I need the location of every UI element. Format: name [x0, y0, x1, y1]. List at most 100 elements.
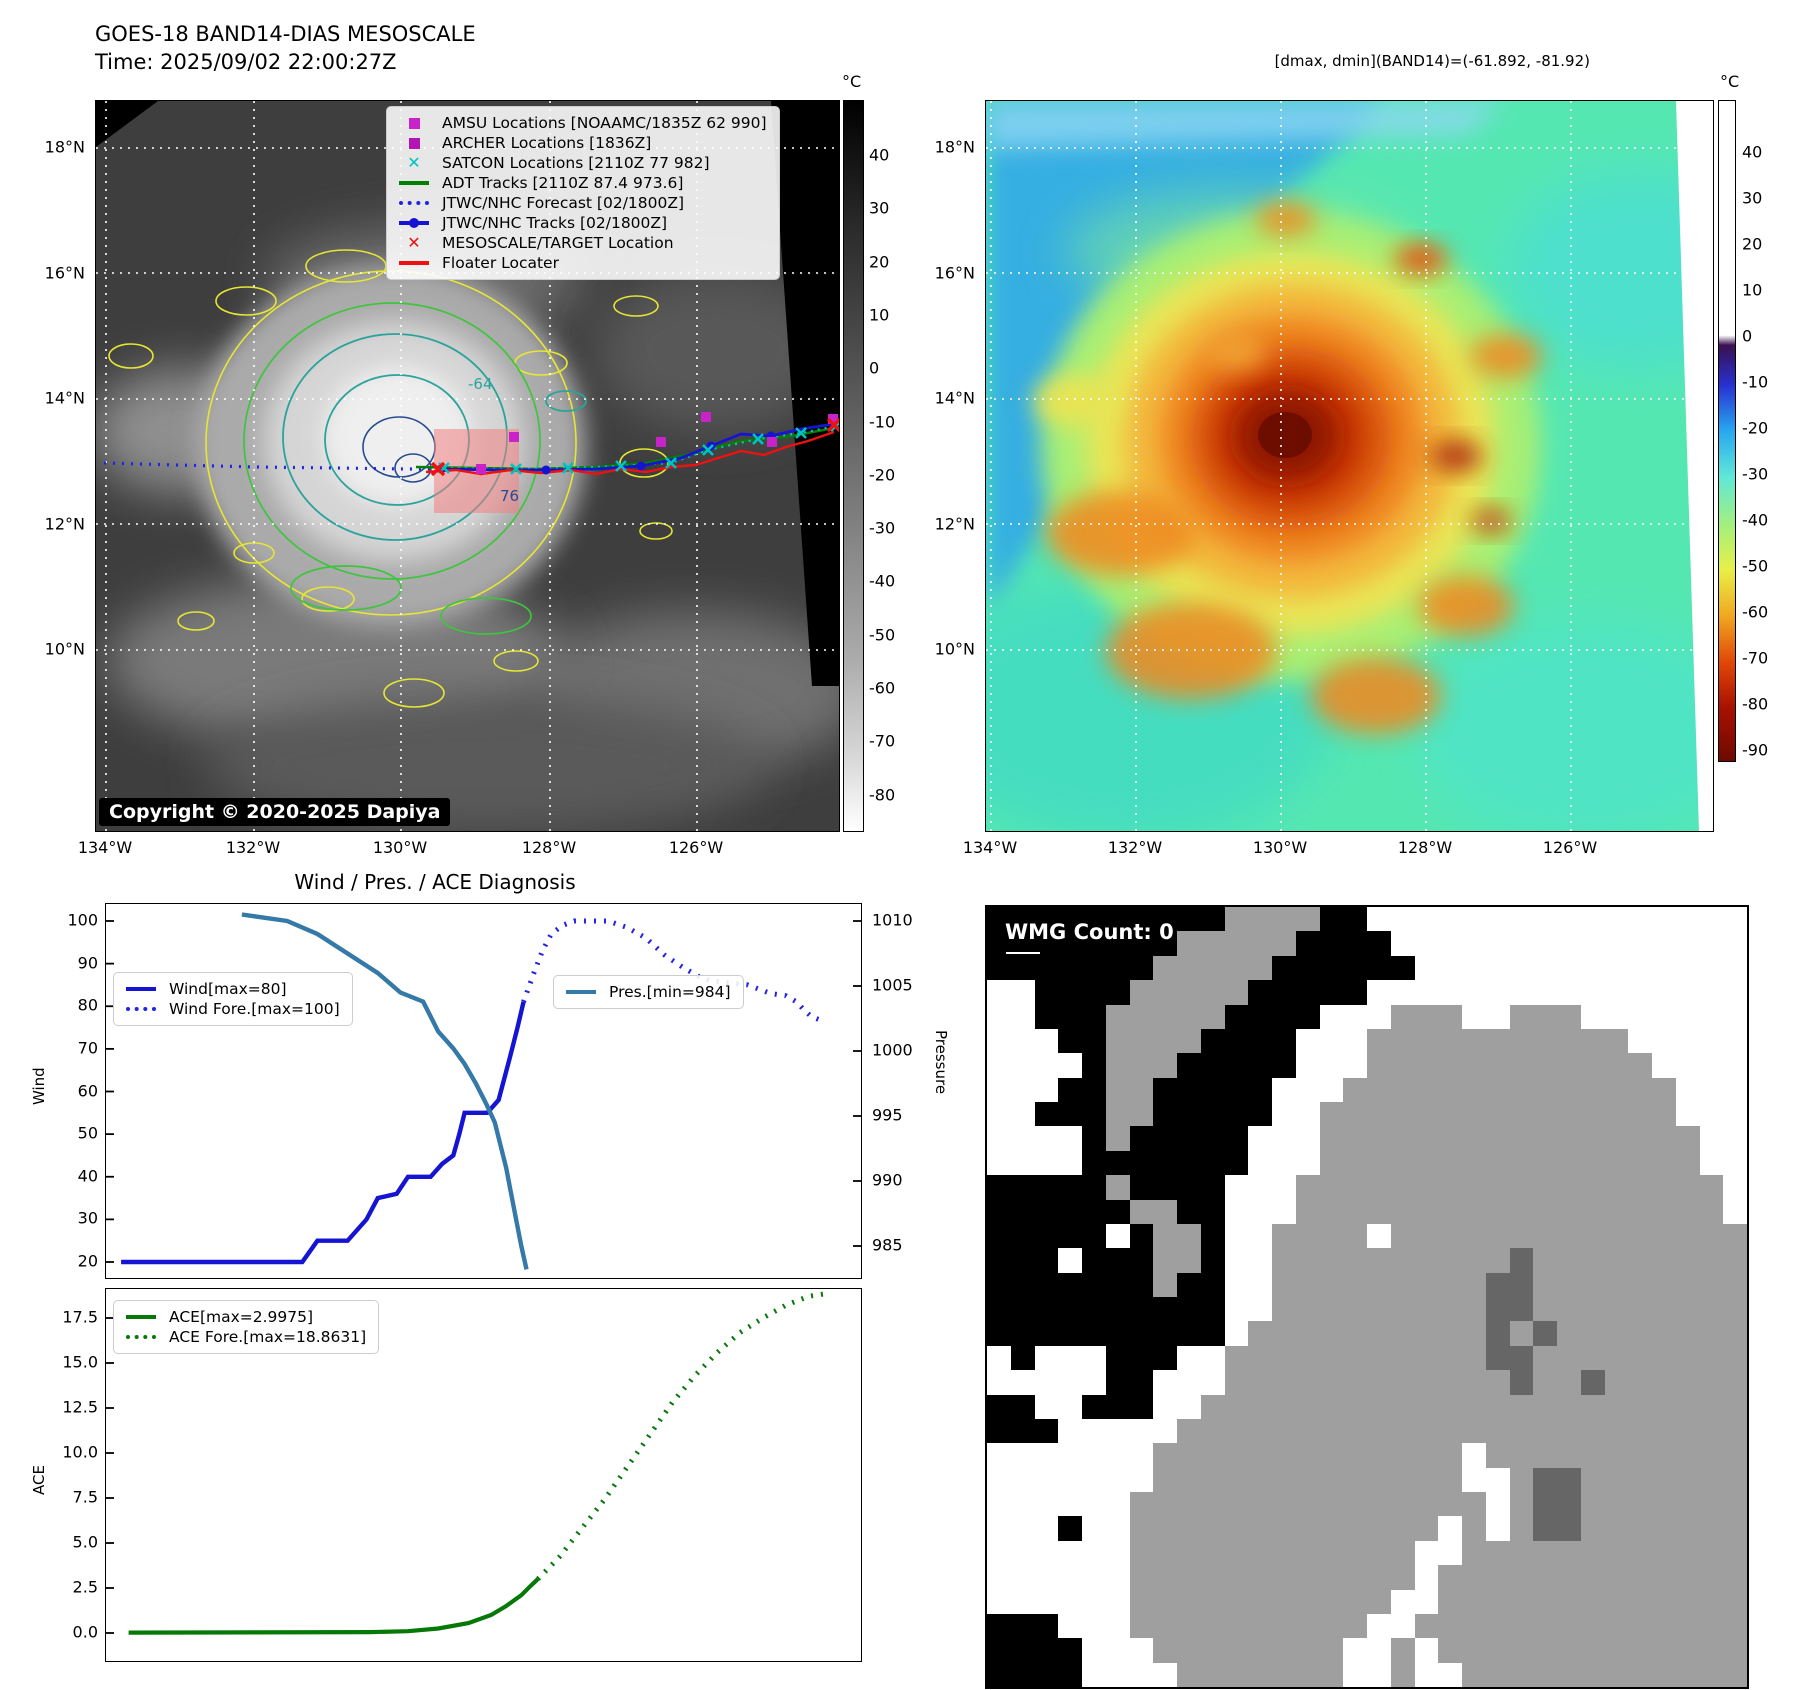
satcon-x-marker [562, 462, 574, 474]
wmg-cell [1272, 1394, 1296, 1419]
tick-label: 0.0 [72, 1622, 98, 1642]
wmg-cell [1248, 1638, 1272, 1663]
wmg-cell [1604, 1540, 1629, 1566]
wmg-cell [1319, 1321, 1344, 1346]
wmg-cell [1153, 1467, 1177, 1492]
wmg-cell [1200, 1297, 1225, 1322]
wmg-cell [1533, 907, 1557, 932]
wmg-cell [1652, 1175, 1676, 1200]
wmg-cell [1557, 1540, 1581, 1566]
wmg-cell [1058, 1467, 1082, 1492]
wmg-cell [1462, 1613, 1486, 1639]
wmg-cell [1723, 1540, 1747, 1566]
wmg-cell [1319, 931, 1344, 956]
wmg-cell [1533, 1199, 1557, 1224]
wmg-cell [1533, 1272, 1557, 1297]
wmg-cell [1082, 1370, 1106, 1395]
wmg-cell [987, 1272, 1011, 1297]
wmg-cell [1034, 1394, 1059, 1419]
copyright-watermark: Copyright © 2020-2025 Dapiya [99, 798, 451, 826]
legend-swatch-dotted [122, 1330, 160, 1344]
wmg-cell [1557, 1418, 1581, 1444]
wmg-cell [1129, 1053, 1154, 1078]
wmg-cell [1367, 1297, 1391, 1322]
wmg-cell [1343, 1418, 1367, 1444]
wmg-cell [1200, 1370, 1225, 1395]
wmg-cell [1105, 1345, 1130, 1371]
wmg-cell [1509, 1004, 1534, 1029]
wmg-cell [1485, 1321, 1510, 1346]
wmg-cell [1533, 1589, 1557, 1614]
wmg-cell [1675, 1077, 1700, 1102]
wmg-cell [1580, 1175, 1605, 1200]
wmg-cell [1414, 1492, 1439, 1517]
wmg-cell [1367, 955, 1391, 981]
wmg-cell [1177, 1662, 1201, 1687]
wmg-cell [1367, 1638, 1391, 1663]
wmg-cell [1272, 955, 1296, 981]
wmg-cell [1628, 1516, 1652, 1541]
wmg-cell [1367, 1540, 1391, 1566]
wmg-cell [1414, 1662, 1439, 1687]
wmg-cell [1272, 931, 1296, 956]
wmg-cell [1652, 1638, 1676, 1663]
legend-label: JTWC/NHC Forecast [02/1800Z] [442, 194, 685, 212]
wmg-cell [1462, 1272, 1486, 1297]
wmg-cell [1462, 980, 1486, 1005]
legend-label: Wind Fore.[max=100] [169, 1000, 340, 1018]
wmg-cell [1604, 1370, 1629, 1395]
wmg-cell [1058, 1540, 1082, 1566]
wmg-cell [1295, 1345, 1320, 1371]
wmg-cell [987, 1004, 1011, 1029]
wmg-cell [1224, 1272, 1249, 1297]
wmg-cell [1129, 1418, 1154, 1444]
wmg-cell [1723, 1345, 1747, 1371]
legend-item: Pres.[min=984] [562, 982, 731, 1002]
wmg-cell [1557, 1223, 1581, 1249]
wmg-cell [1675, 1175, 1700, 1200]
wmg-cell [1723, 1516, 1747, 1541]
wmg-cell [1628, 1589, 1652, 1614]
wmg-cell [1010, 1394, 1035, 1419]
legend-label: AMSU Locations [NOAAMC/1835Z 62 990] [442, 114, 767, 132]
wmg-cell [1034, 1199, 1059, 1224]
wmg-cell [1462, 1516, 1486, 1541]
tick-label: -70 [1742, 648, 1769, 668]
wmg-cell [1129, 1199, 1154, 1224]
wmg-cell [1343, 1077, 1367, 1102]
wmg-cell [1034, 1540, 1059, 1566]
wmg-cell [1010, 1418, 1035, 1444]
wmg-cell [1414, 1443, 1439, 1468]
wmg-cell [1153, 1662, 1177, 1687]
wmg-cell [1105, 1321, 1130, 1346]
wmg-cell [1699, 955, 1724, 981]
wmg-cell [1390, 1443, 1415, 1468]
wmg-cell [1604, 1443, 1629, 1468]
wmg-cell [1058, 931, 1082, 956]
wmg-cell [1295, 1540, 1320, 1566]
legend-label: ARCHER Locations [1836Z] [442, 134, 652, 152]
wmg-cell [1414, 1467, 1439, 1492]
wmg-cell [987, 980, 1011, 1005]
wmg-cell [1248, 955, 1272, 981]
wmg-cell [1129, 1102, 1154, 1127]
wmg-cell [1652, 1418, 1676, 1444]
wmg-cell [1390, 931, 1415, 956]
wmg-cell [1652, 1053, 1676, 1078]
wmg-cell [1533, 1102, 1557, 1127]
wmg-cell [1580, 1248, 1605, 1273]
wmg-cell [1177, 1516, 1201, 1541]
wmg-cell [1438, 1272, 1462, 1297]
wmg-cell [1248, 1126, 1272, 1151]
wmg-cell [1462, 1199, 1486, 1224]
wmg-cell [1414, 1175, 1439, 1200]
wmg-cell [1319, 1077, 1344, 1102]
wmg-cell [1580, 1297, 1605, 1322]
wmg-cell [1010, 1662, 1035, 1687]
wmg-cell [1248, 1297, 1272, 1322]
tick-label: 20 [77, 1251, 98, 1271]
wmg-cell [1652, 1028, 1676, 1054]
wmg-cell [1367, 1199, 1391, 1224]
wmg-cell [1628, 1150, 1652, 1176]
wmg-cell [1082, 1053, 1106, 1078]
